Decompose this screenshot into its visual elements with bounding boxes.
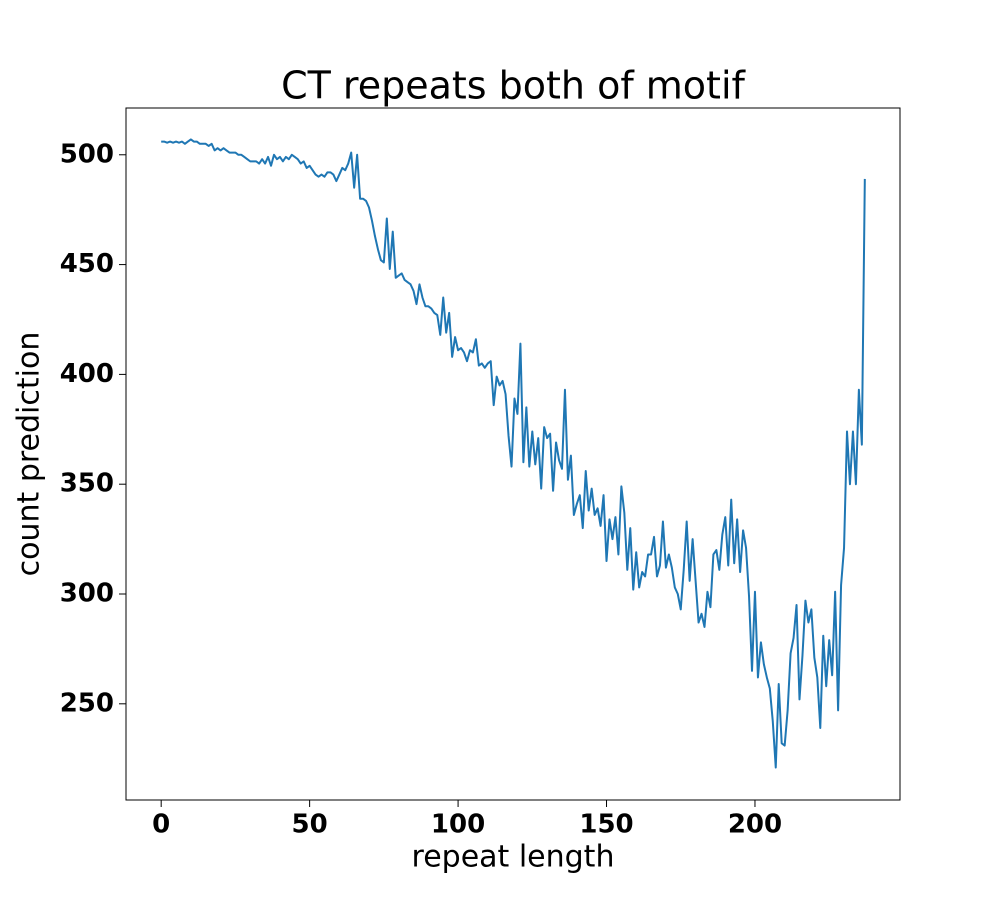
data-line bbox=[161, 138, 866, 769]
y-axis-label: count prediction bbox=[12, 332, 47, 577]
x-tick-label: 0 bbox=[152, 810, 170, 840]
x-tick-label: 100 bbox=[431, 810, 485, 840]
x-tick-label: 150 bbox=[579, 810, 633, 840]
y-tick-label: 450 bbox=[60, 249, 114, 279]
plot-frame bbox=[125, 107, 901, 801]
y-tick-label: 400 bbox=[60, 359, 114, 389]
x-axis-label: repeat length bbox=[412, 840, 615, 875]
y-tick-label: 350 bbox=[60, 469, 114, 499]
x-tick-label: 50 bbox=[292, 810, 328, 840]
y-tick-label: 250 bbox=[60, 688, 114, 718]
y-tick-label: 300 bbox=[60, 579, 114, 609]
x-tick-label: 200 bbox=[728, 810, 782, 840]
chart-title: CT repeats both of motif bbox=[281, 64, 746, 108]
y-tick-label: 500 bbox=[60, 139, 114, 169]
